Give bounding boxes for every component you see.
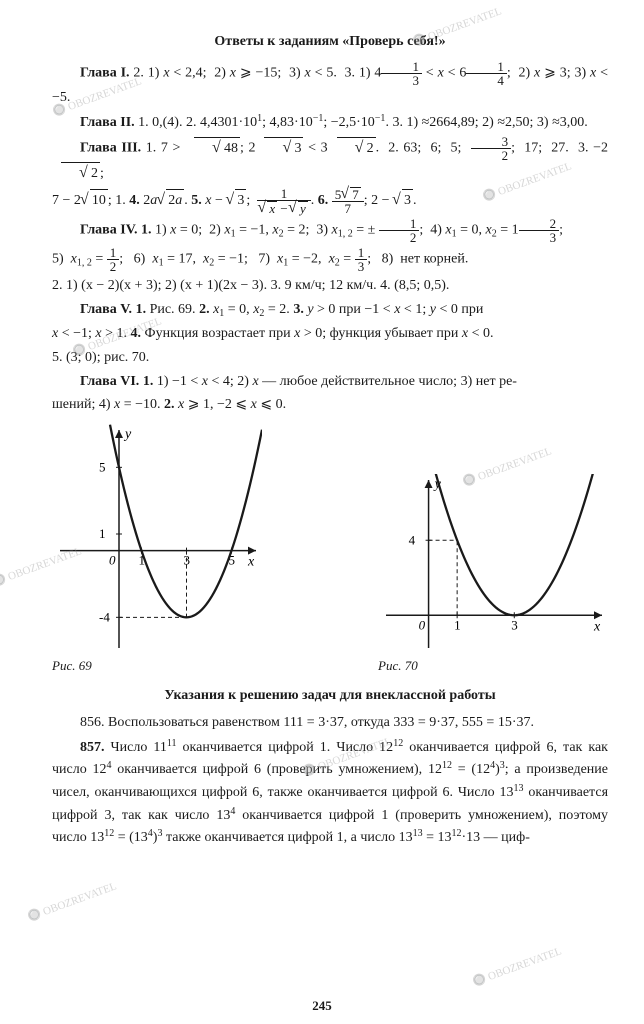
chapter-4-answers-line1: Глава IV. 1. 1) x = 0; 2) x1 = −1, x2 = … — [52, 217, 608, 244]
figure-70-caption: Рис. 70 — [378, 658, 418, 674]
svg-text:1: 1 — [454, 617, 461, 632]
chapter-1-label: Глава I. — [80, 66, 130, 81]
chapter-4-answers-line2: 5) x1, 2 = 12; 6) x1 = 17, x2 = −1; 7) x… — [52, 246, 608, 273]
svg-text:0: 0 — [109, 553, 116, 568]
svg-text:3: 3 — [511, 617, 518, 632]
chapter-2-label: Глава II. — [80, 115, 135, 130]
svg-text:y: y — [123, 427, 132, 442]
svg-text:4: 4 — [409, 532, 416, 547]
chapter-3-answers-line1: Глава III. 1. 7 > 48; 23 < 32. 2. 63; 6;… — [52, 135, 608, 185]
chapter-5-answers-line3: 5. (3; 0); рис. 70. — [52, 347, 608, 369]
figure-70: 0134yx Рис. 70 — [378, 474, 608, 674]
page-number: 245 — [0, 998, 644, 1014]
svg-text:1: 1 — [99, 526, 106, 541]
svg-text:5: 5 — [99, 459, 106, 474]
chapter-4-label: Глава IV. — [80, 223, 138, 238]
svg-text:-4: -4 — [99, 609, 110, 624]
chapter-1-answers: Глава I. 2. 1) x < 2,4; 2) x ⩾ −15; 3) x… — [52, 60, 608, 109]
textbook-page: Ответы к заданиям «Проверь себя!» Глава … — [0, 0, 644, 1024]
parabola-chart-70: 0134yx — [378, 474, 608, 654]
figure-69: 0135-415yx Рис. 69 — [52, 424, 262, 674]
chapter-4-answers-line3: 2. 1) (x − 2)(x + 3); 2) (x + 1)(2x − 3)… — [52, 275, 608, 297]
hints-block: 856. Воспользоваться равенством 111 = 3·… — [52, 712, 608, 849]
chapter-6-label: Глава VI. — [80, 374, 139, 389]
chapter-5-label: Глава V. — [80, 302, 132, 317]
chapter-6-answers-line1: Глава VI. 1. 1) −1 < x < 4; 2) x — любое… — [52, 371, 608, 393]
svg-text:x: x — [593, 619, 601, 634]
svg-text:x: x — [247, 555, 255, 570]
hint-857: 857. Число 1111 оканчивается цифрой 1. Ч… — [52, 736, 608, 849]
hints-title: Указания к решению задач для внеклассной… — [52, 688, 608, 704]
parabola-chart-69: 0135-415yx — [52, 424, 262, 654]
svg-text:0: 0 — [419, 617, 426, 632]
chapter-5-answers-line2: x < −1; x > 1. 4. Функция возрастает при… — [52, 323, 608, 345]
chapter-2-answers: Глава II. 1. 0,(4). 2. 4,4301·101; 4,83·… — [52, 111, 608, 134]
hint-856: 856. Воспользоваться равенством 111 = 3·… — [52, 712, 608, 734]
chapter-3-answers-line2: 7 − 210; 1. 4. 2a2a. 5. x − 3; 1 x − y. … — [52, 187, 608, 215]
chapter-5-answers-line1: Глава V. 1. Рис. 69. 2. x1 = 0, x2 = 2. … — [52, 299, 608, 322]
figures-row: 0135-415yx Рис. 69 0134yx Рис. 70 — [52, 424, 608, 674]
section-title: Ответы к заданиям «Проверь себя!» — [52, 34, 608, 50]
answers-block: Глава I. 2. 1) x < 2,4; 2) x ⩾ −15; 3) x… — [52, 60, 608, 416]
chapter-6-answers-line2: шений; 4) x = −10. 2. x ⩾ 1, −2 ⩽ x ⩽ 0. — [52, 394, 608, 416]
chapter-3-label: Глава III. — [80, 141, 141, 156]
figure-69-caption: Рис. 69 — [52, 658, 92, 674]
